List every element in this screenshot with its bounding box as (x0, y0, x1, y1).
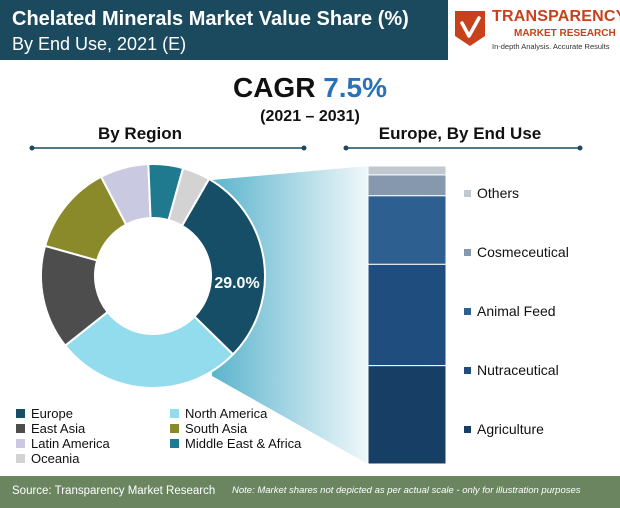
legend-item-north-america: North America (170, 406, 267, 421)
region-donut-chart (40, 163, 266, 389)
legend-swatch (16, 409, 25, 418)
end-use-swatch-nutraceutical (464, 367, 471, 374)
legend-label: Middle East & Africa (185, 436, 302, 451)
end-use-swatch-animal-feed (464, 308, 471, 315)
stack-segment-animal-feed (367, 195, 447, 265)
legend-item-east-asia: East Asia (16, 421, 85, 436)
legend-label: East Asia (31, 421, 86, 436)
europe-section-title: Europe, By End Use (378, 124, 542, 143)
end-use-label-nutraceutical: Nutraceutical (477, 362, 559, 378)
chart-subtitle: By End Use, 2021 (E) (12, 34, 187, 54)
europe-end-use-legend: Others Cosmeceutical Animal Feed Nutraceuti… (464, 185, 569, 437)
title-banner (0, 0, 448, 60)
end-use-label-others: Others (477, 185, 519, 201)
logo-subname: MARKET RESEARCH (514, 28, 616, 39)
legend-item-south-asia: South Asia (170, 421, 247, 436)
cagr-value: 7.5% (323, 72, 388, 103)
legend-label: Europe (31, 406, 73, 421)
legend-item-oceania: Oceania (16, 451, 79, 466)
end-use-label-cosmeceutical: Cosmeceutical (477, 244, 569, 260)
end-use-swatch-agriculture (464, 426, 471, 433)
stack-segment-nutraceutical (367, 263, 447, 367)
legend-swatch (170, 424, 179, 433)
region-divider-dot-left (29, 145, 35, 151)
legend-item-europe: Europe (16, 406, 73, 421)
legend-swatch (170, 439, 179, 448)
stack-segment-cosmeceutical (367, 174, 447, 197)
end-use-swatch-others (464, 190, 471, 197)
donut-slice-north-america (63, 310, 235, 389)
legend-label: North America (185, 406, 268, 421)
europe-divider-dot-right (577, 145, 583, 151)
end-use-label-agriculture: Agriculture (477, 421, 544, 437)
chart-title: Chelated Minerals Market Value Share (%) (12, 8, 409, 30)
end-use-label-animal-feed: Animal Feed (477, 303, 556, 319)
cagr-headline: CAGR 7.5% (0, 72, 620, 104)
donut-slice-europe (180, 177, 266, 356)
legend-label: Latin America (31, 436, 110, 451)
stack-segment-agriculture (367, 365, 447, 465)
cagr-label: CAGR (232, 72, 316, 103)
europe-divider-dot-left (343, 145, 349, 151)
europe-share-label: 29.0% (214, 275, 259, 292)
stack-segment-others (367, 165, 447, 176)
footer-note: Note: Market shares not depicted as per … (232, 485, 581, 496)
footer-source: Source: Transparency Market Research (12, 485, 216, 497)
logo-name: TRANSPARENCY (492, 8, 620, 25)
legend-swatch (170, 409, 179, 418)
legend-swatch (16, 439, 25, 448)
region-divider-dot-right (301, 145, 307, 151)
legend-item-latin-america: Latin America (16, 436, 110, 451)
legend-swatch (16, 454, 25, 463)
logo-tagline: In-depth Analysis. Accurate Results (492, 42, 610, 51)
logo-mark-icon (455, 11, 485, 46)
company-logo: TRANSPARENCY MARKET RESEARCH In-depth An… (452, 6, 620, 62)
footer-bar: Source: Transparency Market Research Not… (0, 476, 620, 508)
donut-slice-oceania (167, 166, 211, 228)
end-use-swatch-cosmeceutical (464, 249, 471, 256)
section-dividers (29, 145, 583, 151)
legend-swatch (16, 424, 25, 433)
region-section-title: By Region (97, 124, 183, 143)
legend-item-middle-east-africa: Middle East & Africa (170, 436, 301, 451)
cagr-period: (2021 – 2031) (260, 108, 360, 125)
legend-label: South Asia (185, 421, 248, 436)
legend-label: Oceania (31, 451, 80, 466)
europe-stacked-bar (367, 165, 447, 465)
